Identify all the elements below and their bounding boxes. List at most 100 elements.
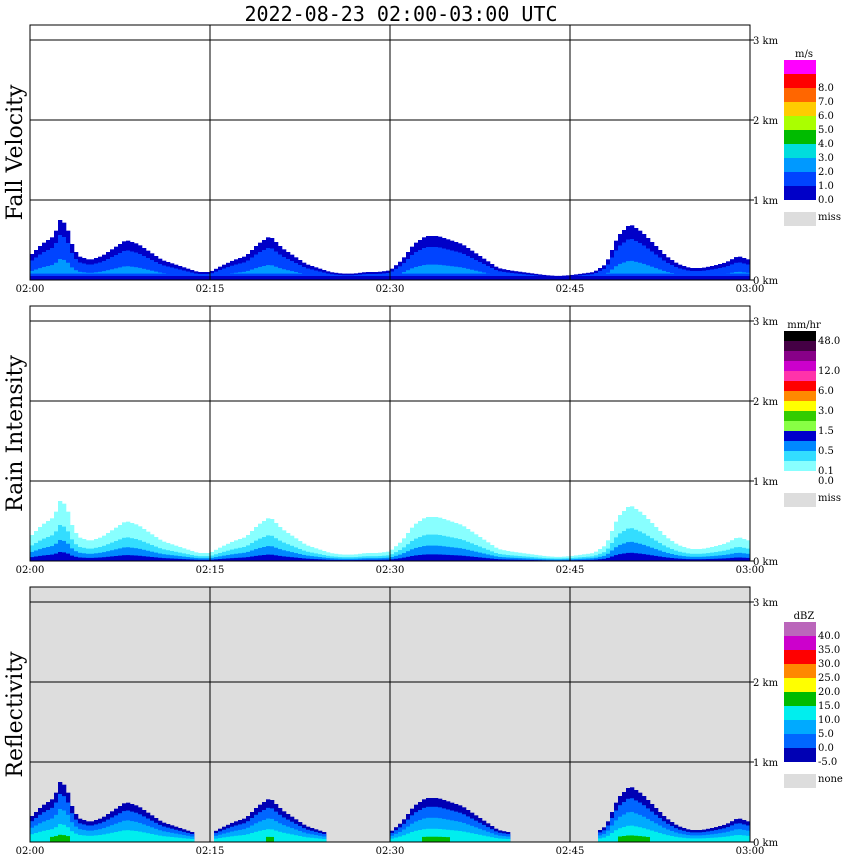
data-cell <box>730 557 735 561</box>
data-cell <box>394 555 399 561</box>
data-cell <box>266 829 271 842</box>
data-cell <box>474 557 479 561</box>
data-cell <box>246 834 251 842</box>
legend-swatch <box>784 421 816 431</box>
legend-missing-swatch <box>784 212 816 226</box>
data-cell <box>98 557 103 561</box>
legend-swatch <box>784 102 816 116</box>
data-cell <box>478 557 483 561</box>
data-cell <box>470 550 475 561</box>
data-cell <box>614 266 619 274</box>
data-cell <box>358 559 363 561</box>
data-cell <box>462 254 467 276</box>
data-cell <box>442 829 447 842</box>
data-cell <box>242 271 247 274</box>
data-cell <box>322 839 327 842</box>
legend-swatch <box>784 371 816 381</box>
height-tick-label: 2 km <box>753 678 779 689</box>
data-cell <box>742 835 747 842</box>
data-cell <box>34 550 39 561</box>
data-cell <box>82 835 87 842</box>
data-cell <box>242 262 247 276</box>
data-cell <box>142 268 147 274</box>
data-cell <box>226 554 231 561</box>
data-cell <box>382 557 387 561</box>
data-cell <box>350 273 355 280</box>
data-cell <box>654 555 659 561</box>
data-cell <box>106 551 111 561</box>
data-cell <box>390 271 395 276</box>
data-cell <box>162 558 167 561</box>
data-cell <box>378 559 383 561</box>
data-cell <box>114 549 119 561</box>
data-cell <box>106 270 111 274</box>
data-cell <box>430 545 435 561</box>
data-cell <box>414 252 419 276</box>
legend-swatch <box>784 116 816 130</box>
data-cell <box>554 559 559 561</box>
data-cell <box>594 557 599 561</box>
legend-swatch <box>784 720 816 734</box>
data-cell <box>290 834 295 842</box>
legend-label: 0.5 <box>818 446 834 457</box>
data-cell <box>102 271 107 274</box>
legend-swatch <box>784 706 816 720</box>
data-cell <box>266 546 271 561</box>
data-cell <box>402 272 407 274</box>
data-cell <box>726 558 731 561</box>
time-tick-label: 03:00 <box>736 565 765 576</box>
data-cell <box>426 554 431 561</box>
data-cell <box>254 555 259 561</box>
data-cell <box>62 824 67 842</box>
data-cell <box>350 558 355 561</box>
data-cell <box>726 554 731 561</box>
data-cell <box>478 552 483 561</box>
data-cell <box>630 835 635 842</box>
data-cell <box>466 556 471 561</box>
data-cell <box>570 274 575 280</box>
data-cell <box>434 828 439 842</box>
data-cell <box>110 269 115 274</box>
data-cell <box>234 835 239 842</box>
legend-swatch <box>784 622 816 636</box>
data-cell <box>234 272 239 274</box>
data-cell <box>722 555 727 561</box>
legend-swatch <box>784 431 816 441</box>
data-cell <box>58 824 63 842</box>
legend-label: 40.0 <box>818 631 840 642</box>
data-cell <box>642 544 647 561</box>
data-cell <box>642 554 647 561</box>
data-cell <box>78 552 83 561</box>
legend-swatch <box>784 692 816 706</box>
data-cell <box>450 555 455 561</box>
data-cell <box>682 556 687 561</box>
legend-label: 0.1 <box>818 466 834 477</box>
data-cell <box>422 836 427 842</box>
data-cell <box>442 248 447 276</box>
data-cell <box>466 268 471 274</box>
legend-swatch <box>784 88 816 102</box>
data-cell <box>738 552 743 561</box>
data-cell <box>230 265 235 276</box>
data-cell <box>66 836 71 842</box>
data-cell <box>622 262 627 274</box>
data-cell <box>706 838 711 842</box>
data-cell <box>346 558 351 561</box>
data-cell <box>370 558 375 561</box>
data-cell <box>318 559 323 561</box>
data-cell <box>194 559 199 561</box>
data-cell <box>594 273 599 276</box>
data-cell <box>310 556 315 561</box>
data-cell <box>534 275 539 276</box>
data-cell <box>518 558 523 561</box>
data-cell <box>318 838 323 842</box>
data-cell <box>266 836 271 842</box>
data-cell <box>286 259 291 276</box>
data-cell <box>238 557 243 561</box>
data-cell <box>590 559 595 561</box>
data-cell <box>366 559 371 561</box>
data-cell <box>682 558 687 561</box>
data-cell <box>430 828 435 842</box>
height-tick-label: 3 km <box>753 36 779 47</box>
data-cell <box>270 546 275 561</box>
